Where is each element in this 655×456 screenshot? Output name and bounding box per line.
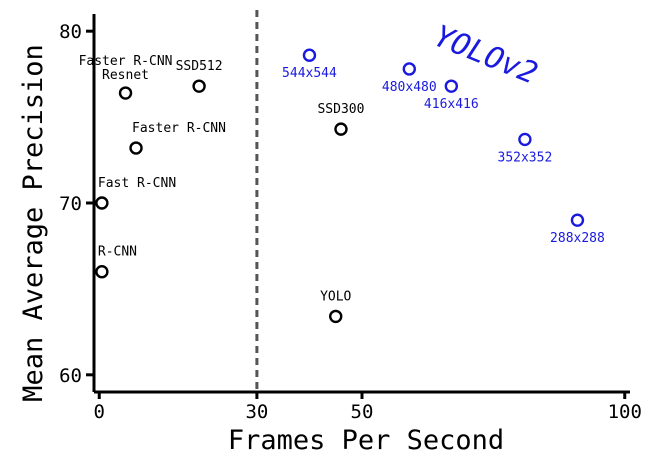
data-label: 416x416 bbox=[424, 97, 479, 112]
data-point bbox=[519, 134, 530, 145]
x-axis-title: Frames Per Second bbox=[228, 425, 504, 456]
data-point bbox=[404, 63, 415, 74]
data-point bbox=[304, 50, 315, 61]
data-label: YOLO bbox=[320, 289, 351, 304]
data-label: SSD300 bbox=[317, 102, 364, 117]
data-point bbox=[131, 143, 142, 154]
y-tick-label: 60 bbox=[59, 365, 82, 387]
axes bbox=[94, 14, 630, 392]
data-point bbox=[194, 81, 205, 92]
x-tick-label: 0 bbox=[94, 401, 105, 423]
data-point bbox=[96, 266, 107, 277]
data-label: Fast R-CNN bbox=[98, 176, 176, 191]
data-label: 352x352 bbox=[498, 150, 553, 165]
data-label: SSD512 bbox=[176, 59, 223, 74]
data-point bbox=[120, 88, 131, 99]
x-tick-label: 30 bbox=[245, 401, 268, 423]
y-tick-label: 70 bbox=[59, 193, 82, 215]
data-point bbox=[330, 311, 341, 322]
data-label: 288x288 bbox=[550, 231, 605, 246]
y-axis-title: Mean Average Precision bbox=[18, 44, 49, 402]
data-point bbox=[96, 198, 107, 209]
data-point bbox=[446, 81, 457, 92]
data-point bbox=[335, 124, 346, 135]
x-tick-label: 100 bbox=[608, 401, 642, 423]
data-point bbox=[572, 215, 583, 226]
x-tick-label: 50 bbox=[351, 401, 374, 423]
data-label: 544x544 bbox=[282, 66, 337, 81]
y-tick-label: 80 bbox=[59, 21, 82, 43]
yolov2-annotation: YOLOv2 bbox=[429, 19, 543, 92]
data-label: 480x480 bbox=[382, 80, 437, 95]
data-label: Faster R-CNN bbox=[132, 121, 226, 136]
data-label: R-CNN bbox=[98, 245, 137, 260]
